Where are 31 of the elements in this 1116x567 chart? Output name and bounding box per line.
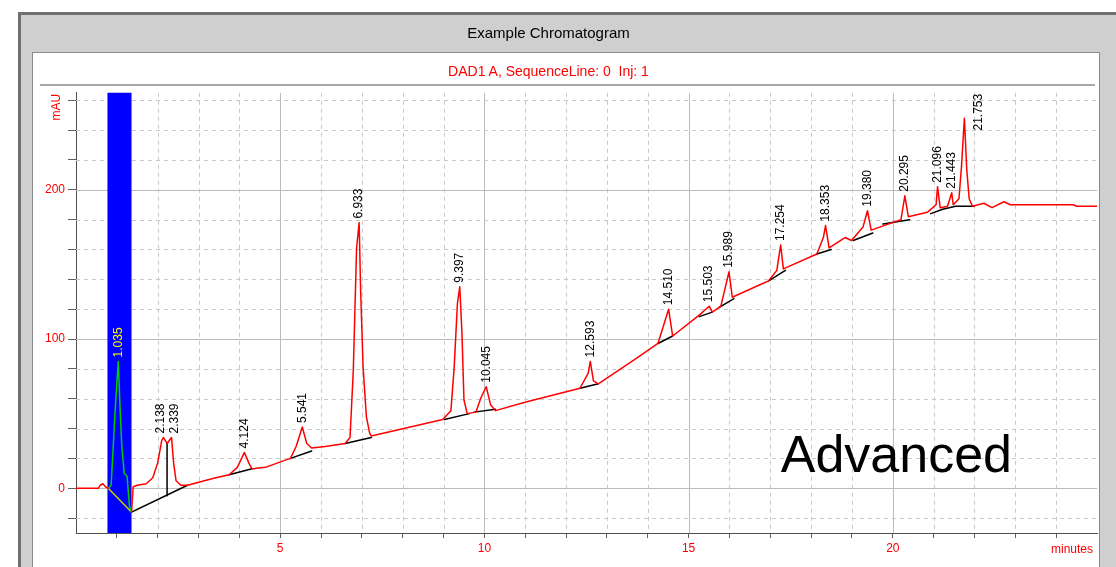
x-tick-label: 10: [477, 540, 492, 555]
x-tick-label: 15: [681, 540, 696, 555]
annotation: 2.339: [166, 403, 181, 434]
annotation: 6.933: [351, 188, 366, 219]
annotation: 21.753: [970, 93, 985, 131]
annotation: 15.989: [721, 230, 736, 268]
annotation: 5.541: [294, 392, 309, 424]
annotation: 20.295: [897, 154, 912, 192]
annotation: 12.593: [582, 320, 597, 358]
chart-title: Example Chromatogram: [467, 24, 630, 42]
x-tick-label: 5: [276, 540, 284, 555]
y-axis-title: mAU: [49, 93, 64, 121]
x-tick-label: 20: [886, 540, 900, 555]
annotation: 17.254: [772, 203, 787, 241]
annotation: 15.503: [701, 265, 716, 303]
y-tick-label: 0: [58, 480, 66, 495]
x-axis-title: minutes: [1050, 542, 1093, 557]
annotation: 4.124: [236, 418, 251, 449]
annotation: 18.353: [817, 184, 832, 222]
y-tick-label: 200: [44, 182, 66, 197]
annotation: 19.380: [859, 169, 874, 207]
chart-subtitle: DAD1 A, SequenceLine: 0 Inj: 1: [448, 63, 650, 80]
annotation: 21.096: [929, 145, 944, 183]
y-tick-label: 100: [44, 331, 66, 346]
annotation: Advanced: [780, 425, 1012, 483]
annotation: 1.035: [110, 327, 125, 358]
annotation: 10.045: [478, 345, 493, 383]
annotation: 14.510: [660, 268, 675, 306]
annotation: 9.397: [452, 252, 467, 283]
annotation: 21.443: [944, 151, 959, 189]
annotation: 2.138: [152, 403, 167, 434]
